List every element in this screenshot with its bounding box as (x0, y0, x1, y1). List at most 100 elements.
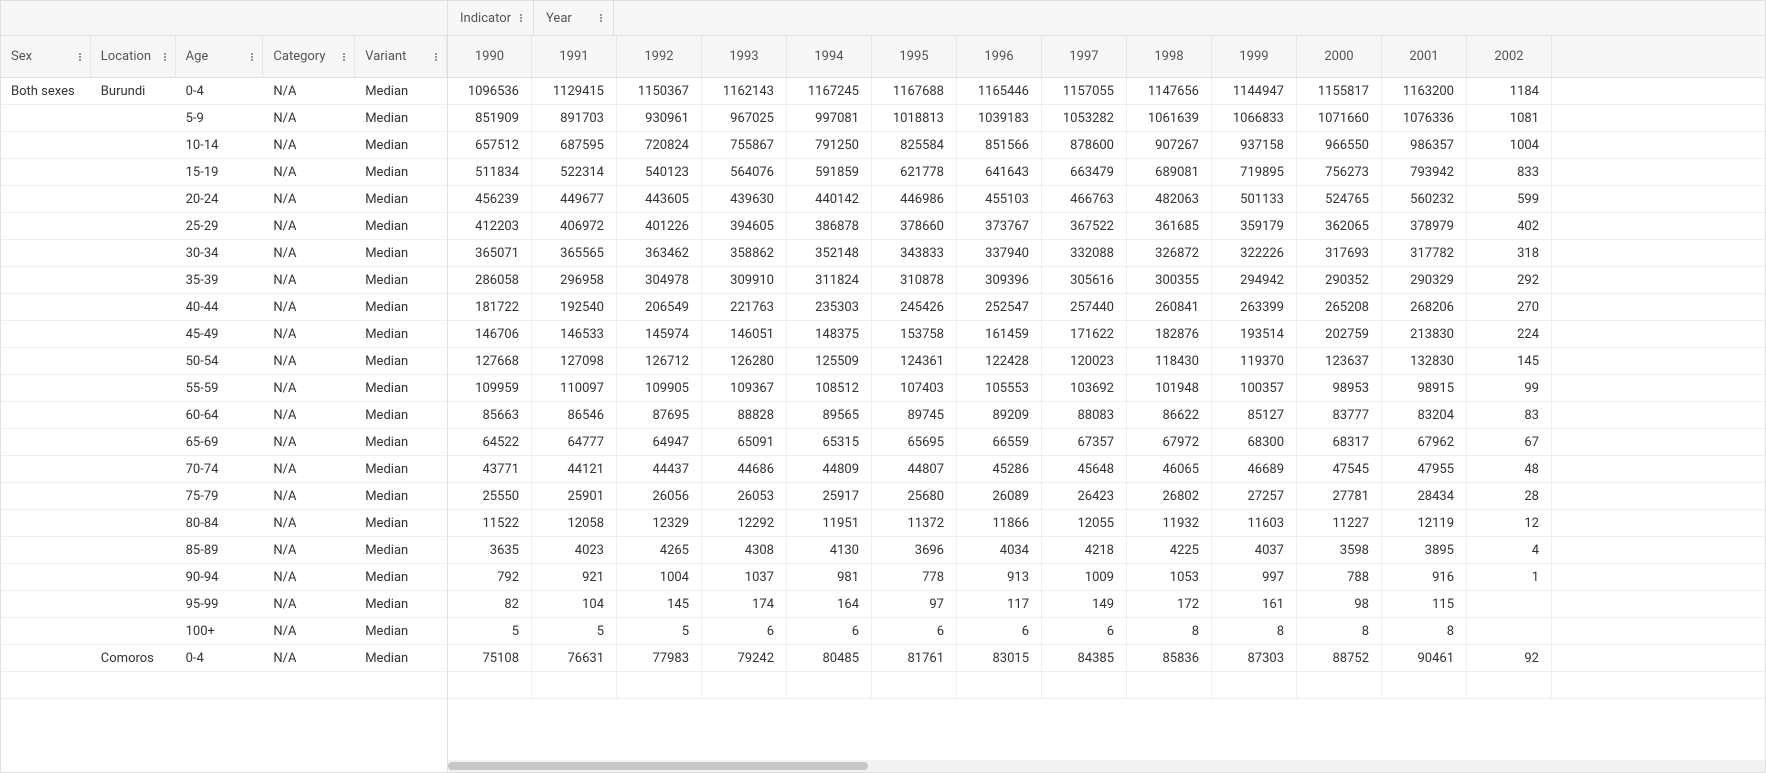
kebab-icon[interactable] (432, 53, 440, 61)
data-cell[interactable]: 456239 (448, 186, 532, 212)
data-cell[interactable]: 161459 (957, 321, 1042, 347)
data-cell[interactable]: 92 (1467, 645, 1552, 671)
row-header-location[interactable] (91, 375, 176, 401)
data-cell[interactable]: 755867 (702, 132, 787, 158)
data-cell[interactable]: 99 (1467, 375, 1552, 401)
data-cell[interactable] (872, 672, 957, 698)
data-cell[interactable]: 127668 (448, 348, 532, 374)
data-cell[interactable]: 402 (1467, 213, 1552, 239)
row-header-sex[interactable] (1, 240, 91, 266)
data-cell[interactable]: 11227 (1297, 510, 1382, 536)
data-cell[interactable]: 64947 (617, 429, 702, 455)
row-header-variant[interactable]: Median (355, 456, 447, 482)
data-cell[interactable]: 44686 (702, 456, 787, 482)
data-cell[interactable]: 1157055 (1042, 78, 1127, 104)
data-cell[interactable]: 455103 (957, 186, 1042, 212)
data-cell[interactable]: 1 (1467, 564, 1552, 590)
row-header-category[interactable]: N/A (263, 618, 355, 644)
data-cell[interactable]: 145974 (617, 321, 702, 347)
row-header-age[interactable]: 45-49 (176, 321, 264, 347)
data-cell[interactable]: 412203 (448, 213, 532, 239)
data-cell[interactable]: 916 (1382, 564, 1467, 590)
data-cell[interactable]: 4308 (702, 537, 787, 563)
data-cell[interactable]: 930961 (617, 105, 702, 131)
data-cell[interactable]: 43771 (448, 456, 532, 482)
data-cell[interactable]: 851566 (957, 132, 1042, 158)
row-header-location[interactable] (91, 564, 176, 590)
data-cell[interactable]: 98953 (1297, 375, 1382, 401)
row-header-location[interactable] (91, 159, 176, 185)
row-header-variant[interactable]: Median (355, 618, 447, 644)
data-cell[interactable]: 365071 (448, 240, 532, 266)
row-header-sex[interactable] (1, 321, 91, 347)
kebab-icon[interactable] (340, 53, 348, 61)
data-cell[interactable]: 1147656 (1127, 78, 1212, 104)
data-cell[interactable]: 67972 (1127, 429, 1212, 455)
data-cell[interactable]: 296958 (532, 267, 617, 293)
data-cell[interactable]: 182876 (1127, 321, 1212, 347)
data-cell[interactable]: 317782 (1382, 240, 1467, 266)
data-cell[interactable]: 146051 (702, 321, 787, 347)
data-cell[interactable]: 89565 (787, 402, 872, 428)
data-cell[interactable]: 11951 (787, 510, 872, 536)
data-cell[interactable]: 87303 (1212, 645, 1297, 671)
row-header-sex[interactable] (1, 294, 91, 320)
row-header-category[interactable]: N/A (263, 645, 355, 671)
row-header-location[interactable] (91, 240, 176, 266)
row-header-age[interactable]: 40-44 (176, 294, 264, 320)
year-header[interactable]: 1999 (1212, 36, 1297, 77)
data-cell[interactable] (1467, 618, 1552, 644)
data-cell[interactable]: 1144947 (1212, 78, 1297, 104)
data-cell[interactable]: 6 (1042, 618, 1127, 644)
data-cell[interactable] (448, 672, 532, 698)
data-cell[interactable]: 1004 (617, 564, 702, 590)
data-cell[interactable]: 124361 (872, 348, 957, 374)
data-cell[interactable] (787, 672, 872, 698)
row-header-sex[interactable] (1, 483, 91, 509)
data-cell[interactable]: 125509 (787, 348, 872, 374)
row-header-category[interactable]: N/A (263, 132, 355, 158)
row-header-age[interactable]: 0-4 (176, 645, 264, 671)
data-cell[interactable]: 3598 (1297, 537, 1382, 563)
row-header-age[interactable]: 35-39 (176, 267, 264, 293)
data-cell[interactable]: 81761 (872, 645, 957, 671)
data-cell[interactable]: 44437 (617, 456, 702, 482)
data-cell[interactable]: 68317 (1297, 429, 1382, 455)
row-header-variant[interactable]: Median (355, 159, 447, 185)
row-header-location[interactable]: Burundi (91, 78, 176, 104)
data-cell[interactable]: 89745 (872, 402, 957, 428)
data-cell[interactable]: 117 (957, 591, 1042, 617)
row-header-sex[interactable] (1, 645, 91, 671)
data-cell[interactable]: 88828 (702, 402, 787, 428)
row-header-location[interactable]: Comoros (91, 645, 176, 671)
data-cell[interactable]: 97 (872, 591, 957, 617)
row-header-location[interactable] (91, 483, 176, 509)
data-cell[interactable]: 290329 (1382, 267, 1467, 293)
data-cell[interactable]: 108512 (787, 375, 872, 401)
scrollbar-thumb[interactable] (448, 762, 868, 770)
data-cell[interactable]: 359179 (1212, 213, 1297, 239)
data-cell[interactable]: 641643 (957, 159, 1042, 185)
data-cell[interactable]: 907267 (1127, 132, 1212, 158)
data-cell[interactable]: 263399 (1212, 294, 1297, 320)
data-cell[interactable]: 756273 (1297, 159, 1382, 185)
data-cell[interactable]: 6 (787, 618, 872, 644)
data-cell[interactable]: 1039183 (957, 105, 1042, 131)
data-cell[interactable]: 367522 (1042, 213, 1127, 239)
row-field-age[interactable]: Age (176, 36, 264, 77)
data-cell[interactable]: 171622 (1042, 321, 1127, 347)
row-header-location[interactable] (91, 186, 176, 212)
data-cell[interactable]: 270 (1467, 294, 1552, 320)
column-fields-area[interactable]: Indicator Year (448, 1, 1765, 36)
data-cell[interactable] (532, 672, 617, 698)
data-cell[interactable]: 145 (617, 591, 702, 617)
data-cell[interactable]: 80485 (787, 645, 872, 671)
row-header-variant[interactable]: Median (355, 132, 447, 158)
data-cell[interactable]: 966550 (1297, 132, 1382, 158)
row-header-sex[interactable] (1, 267, 91, 293)
row-header-variant[interactable]: Median (355, 564, 447, 590)
data-cell[interactable]: 300355 (1127, 267, 1212, 293)
row-header-category[interactable]: N/A (263, 78, 355, 104)
data-cell[interactable]: 1150367 (617, 78, 702, 104)
data-cell[interactable]: 26423 (1042, 483, 1127, 509)
